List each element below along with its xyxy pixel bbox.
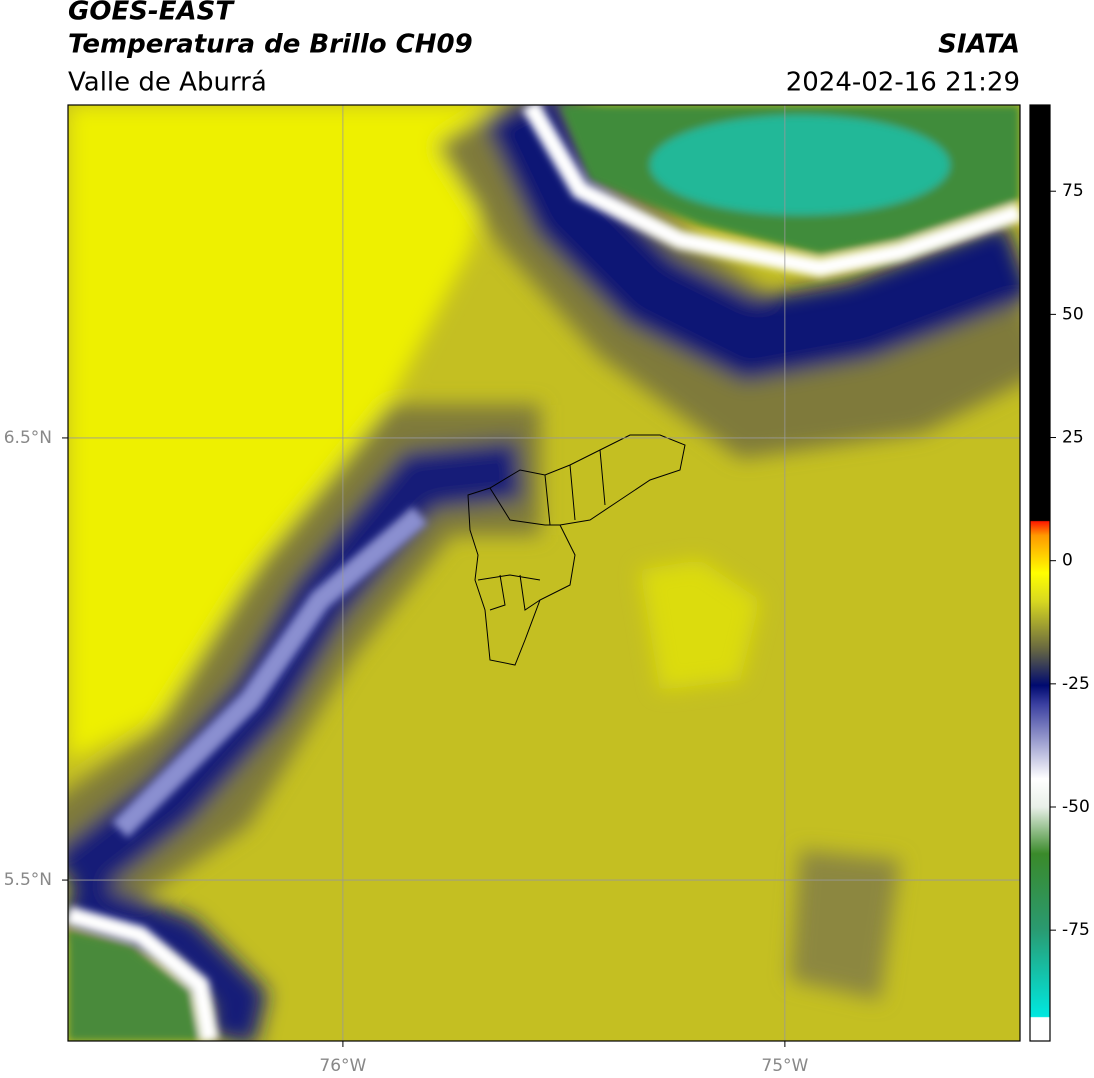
region: Valle de Aburrá <box>68 68 267 98</box>
y-tick-label: 5.5°N <box>4 870 52 890</box>
y-tick-label: 6.5°N <box>4 428 52 448</box>
municipal-boundaries <box>467 434 686 666</box>
colorbar-tick-label: -25 <box>1062 674 1090 694</box>
source: SIATA <box>938 30 1020 60</box>
datetime: 2024-02-16 21:29 <box>786 68 1020 98</box>
colorbar <box>1029 104 1051 1042</box>
x-tick-label: 76°W <box>319 1056 366 1076</box>
colorbar-tick-label: -75 <box>1062 920 1090 940</box>
colorbar-tick-label: -50 <box>1062 797 1090 817</box>
x-tick-label: 75°W <box>761 1056 808 1076</box>
colorbar-tick-label: 0 <box>1062 551 1073 571</box>
subtitle: Temperatura de Brillo CH09 <box>68 30 473 60</box>
map-frame <box>67 104 1021 1042</box>
colorbar-tick-label: 75 <box>1062 181 1084 201</box>
colorbar-tick-label: 25 <box>1062 428 1084 448</box>
title: GOES-EAST <box>68 0 235 27</box>
colorbar-tick-label: 50 <box>1062 304 1084 324</box>
satellite-image <box>68 105 1020 1041</box>
